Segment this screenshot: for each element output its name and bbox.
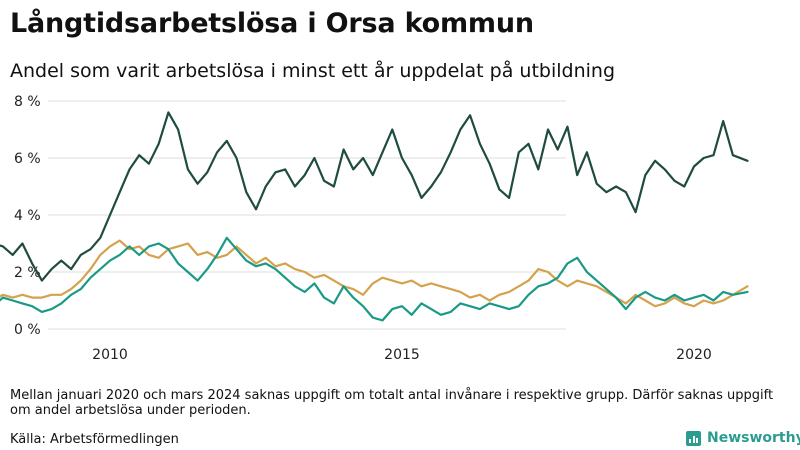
bar-chart-icon [686, 430, 701, 446]
x-tick-label: 2010 [92, 347, 128, 363]
y-tick-label: 2 % [14, 265, 41, 281]
logo-text: Newsworthy [707, 430, 800, 446]
source-note: Källa: Arbetsförmedlingen [10, 432, 179, 447]
footnote: Mellan januari 2020 och mars 2024 saknas… [10, 388, 774, 418]
newsworthy-logo: Newsworthy [686, 430, 800, 446]
page-title: Långtidsarbetslösa i Orsa kommun [10, 8, 534, 39]
page-subtitle: Andel som varit arbetslösa i minst ett å… [10, 60, 616, 82]
series-line [0, 239, 749, 308]
series-line [0, 236, 749, 322]
line-chart: 0 %2 %4 %6 %8 %201020152020jun 2025Förgy… [0, 94, 749, 363]
series-line [0, 111, 749, 282]
y-tick-label: 6 % [14, 151, 41, 167]
y-tick-label: 0 % [14, 322, 41, 338]
y-tick-label: 8 % [14, 94, 41, 110]
x-tick-label: 2020 [676, 347, 712, 363]
y-tick-label: 4 % [14, 208, 41, 224]
x-tick-label: 2015 [384, 347, 420, 363]
